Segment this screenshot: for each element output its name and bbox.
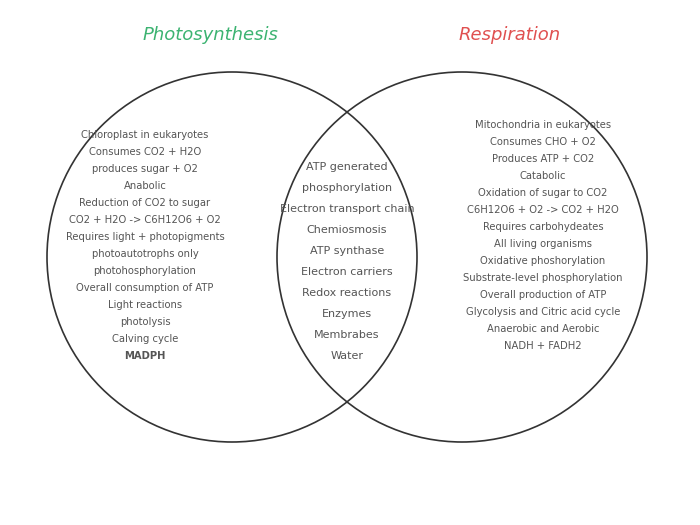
- Text: Calving cycle: Calving cycle: [112, 334, 178, 344]
- Text: NADH + FADH2: NADH + FADH2: [504, 341, 582, 351]
- Text: Consumes CHO + O2: Consumes CHO + O2: [490, 137, 596, 147]
- Text: Chloroplast in eukaryotes: Chloroplast in eukaryotes: [81, 130, 209, 140]
- Text: CO2 + H2O -> C6H12O6 + O2: CO2 + H2O -> C6H12O6 + O2: [69, 215, 221, 225]
- Text: ATP generated: ATP generated: [306, 162, 388, 172]
- Text: Overall consumption of ATP: Overall consumption of ATP: [76, 283, 214, 293]
- Text: photohosphorylation: photohosphorylation: [94, 266, 197, 276]
- Text: Light reactions: Light reactions: [108, 300, 182, 310]
- Text: All living organisms: All living organisms: [494, 239, 592, 249]
- Text: phosphorylation: phosphorylation: [302, 183, 392, 193]
- Text: photoautotrophs only: photoautotrophs only: [92, 249, 198, 259]
- Text: C6H12O6 + O2 -> CO2 + H2O: C6H12O6 + O2 -> CO2 + H2O: [467, 205, 619, 215]
- Text: Requires light + photopigments: Requires light + photopigments: [66, 232, 225, 242]
- Text: Produces ATP + CO2: Produces ATP + CO2: [492, 154, 594, 164]
- Text: Requires carbohydeates: Requires carbohydeates: [483, 222, 603, 232]
- Text: Electron carriers: Electron carriers: [301, 267, 393, 277]
- Text: Photosynthesis: Photosynthesis: [142, 26, 278, 44]
- Text: produces sugar + O2: produces sugar + O2: [92, 164, 198, 174]
- Text: Electron transport chain: Electron transport chain: [280, 204, 414, 214]
- Text: photolysis: photolysis: [120, 317, 170, 327]
- Text: Anabolic: Anabolic: [124, 181, 167, 191]
- Text: Membrabes: Membrabes: [314, 330, 379, 340]
- Text: Oxidation of sugar to CO2: Oxidation of sugar to CO2: [478, 188, 608, 198]
- Text: Overall production of ATP: Overall production of ATP: [480, 290, 606, 300]
- Text: Glycolysis and Citric acid cycle: Glycolysis and Citric acid cycle: [466, 307, 620, 317]
- Text: Oxidative phoshorylation: Oxidative phoshorylation: [480, 256, 606, 266]
- Text: Substrate-level phosphorylation: Substrate-level phosphorylation: [463, 273, 623, 283]
- Text: Mitochondria in eukaryotes: Mitochondria in eukaryotes: [475, 120, 611, 130]
- Text: Anaerobic and Aerobic: Anaerobic and Aerobic: [486, 324, 599, 334]
- Text: ATP synthase: ATP synthase: [310, 246, 384, 256]
- Text: Consumes CO2 + H2O: Consumes CO2 + H2O: [89, 147, 201, 157]
- Text: Chemiosmosis: Chemiosmosis: [307, 225, 387, 235]
- Text: Enzymes: Enzymes: [322, 309, 372, 319]
- Text: MADPH: MADPH: [125, 351, 166, 361]
- Text: Respiration: Respiration: [459, 26, 561, 44]
- Text: Catabolic: Catabolic: [519, 171, 566, 181]
- Text: Water: Water: [330, 351, 363, 361]
- Text: Reduction of CO2 to sugar: Reduction of CO2 to sugar: [79, 198, 211, 208]
- Text: Redox reactions: Redox reactions: [302, 288, 391, 298]
